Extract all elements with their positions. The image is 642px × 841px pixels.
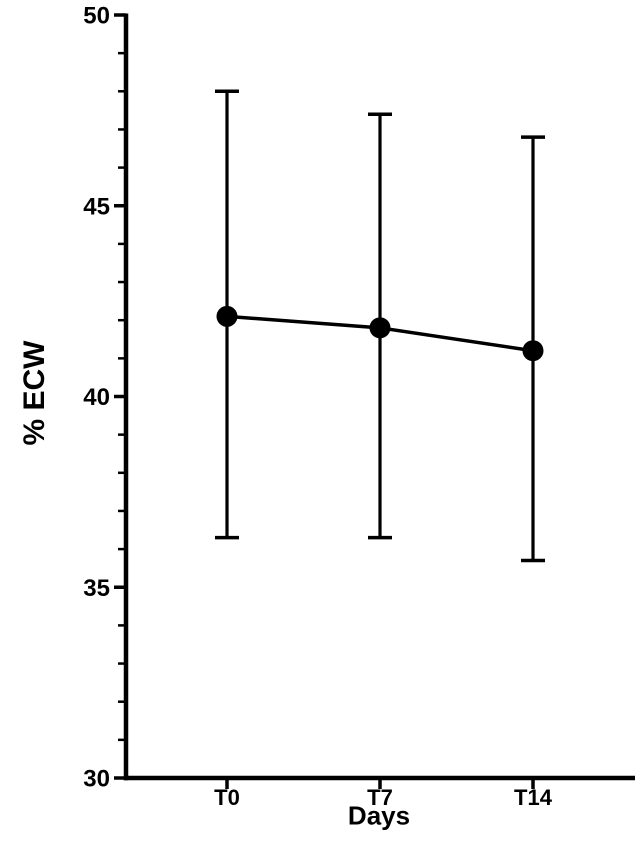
y-tick-label: 30 <box>83 766 110 793</box>
y-tick-label: 50 <box>83 3 110 30</box>
x-axis-title: Days <box>347 800 411 831</box>
y-axis-title: % ECW <box>18 340 51 446</box>
y-tick-label: 45 <box>83 193 110 220</box>
x-tick-label: T7 <box>367 785 393 810</box>
x-tick-label: T0 <box>214 785 240 810</box>
x-tick-label: T14 <box>514 785 553 810</box>
data-point-T7 <box>369 317 391 339</box>
data-point-T14 <box>522 340 544 362</box>
data-point-T0 <box>216 305 238 327</box>
y-tick-label: 40 <box>83 384 110 411</box>
y-tick-label: 35 <box>83 575 110 602</box>
